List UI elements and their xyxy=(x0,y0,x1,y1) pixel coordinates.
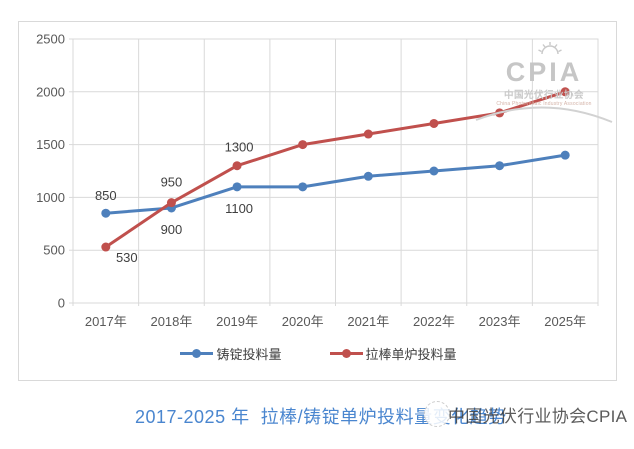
footer-watermark-text: 中国光伏行业协会CPIA xyxy=(448,406,628,426)
data-point-marker xyxy=(232,182,242,192)
y-axis-label: 1500 xyxy=(36,137,65,152)
x-axis-label: 2020年 xyxy=(282,314,324,329)
series-line-0 xyxy=(104,153,567,215)
data-point-marker xyxy=(560,150,570,160)
data-point-marker xyxy=(101,208,111,218)
legend-item-zhuding: 铸锭投料量 xyxy=(180,344,282,363)
y-axis-label: 2000 xyxy=(36,84,65,99)
line-chart-plot: 0 500 1000 1500 2000 2500 2017年 2018年 2019年 2020年… xyxy=(36,32,599,329)
x-axis-label: 2023年 xyxy=(479,314,521,329)
data-point-marker xyxy=(166,198,176,208)
chart-frame: 0 500 1000 1500 2000 2500 2017年 2018年 2019年 2020年… xyxy=(18,21,617,381)
x-axis-label: 2025年 xyxy=(544,314,586,329)
data-point-marker xyxy=(101,242,111,252)
data-point-label: 530 xyxy=(116,250,138,265)
data-point-marker xyxy=(363,171,373,181)
data-point-marker xyxy=(429,166,439,176)
data-point-marker xyxy=(560,87,570,97)
legend-label: 拉棒单炉投料量 xyxy=(365,347,457,362)
legend-label: 铸锭投料量 xyxy=(216,347,282,362)
data-point-label: 900 xyxy=(161,222,183,237)
y-axis-label: 1000 xyxy=(36,190,65,205)
data-point-label: 1100 xyxy=(225,201,253,216)
data-point-label: 950 xyxy=(161,175,183,190)
x-axis-label: 2022年 xyxy=(413,314,455,329)
legend-item-labang: 拉棒单炉投料量 xyxy=(329,344,457,363)
plot-border xyxy=(72,38,599,304)
x-axis-label: 2019年 xyxy=(216,314,258,329)
data-point-marker xyxy=(298,182,308,192)
footer-watermark: 中国光伏行业协会CPIA xyxy=(424,401,627,427)
data-point-marker xyxy=(429,118,439,128)
y-axis-label: 500 xyxy=(43,243,65,258)
chart-legend: 铸锭投料量 拉棒单炉投料量 xyxy=(19,344,618,363)
legend-marker-line-icon xyxy=(329,349,363,358)
y-axis-label: 2500 xyxy=(36,32,65,47)
cpia-emblem-icon xyxy=(424,401,450,427)
x-axis-label: 2021年 xyxy=(347,314,389,329)
data-point-label: 850 xyxy=(95,188,117,203)
x-axis-label: 2018年 xyxy=(150,314,192,329)
data-point-label: 1300 xyxy=(225,140,254,155)
data-point-marker xyxy=(495,108,505,118)
legend-marker-line-icon xyxy=(180,349,214,358)
x-axis-label: 2017年 xyxy=(85,314,127,329)
data-point-marker xyxy=(363,129,373,139)
data-point-marker xyxy=(495,161,505,171)
data-point-marker xyxy=(232,161,242,171)
data-point-marker xyxy=(298,140,308,150)
y-axis-label: 0 xyxy=(58,296,65,311)
